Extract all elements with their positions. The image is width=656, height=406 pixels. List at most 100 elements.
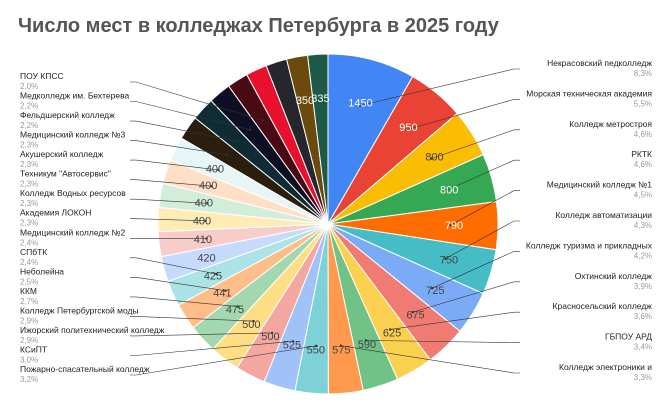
- slice-label-колледж-туризма-и-прикладных: Колледж туризма и прикладных: [526, 240, 653, 250]
- leader-line-10: [365, 340, 520, 343]
- slice-label-колледж-автоматизации: Колледж автоматизации: [555, 210, 652, 220]
- slice-label-техникум-автосервис: Техникум "Автосервис": [20, 169, 111, 179]
- leader-dot-14: [270, 331, 274, 335]
- leader-line-28: [130, 81, 263, 121]
- leader-dot-25: [225, 153, 229, 156]
- slice-percent-техникум-автосервис: 2,3%: [20, 180, 38, 189]
- leader-dot-5: [449, 224, 452, 227]
- leader-line-14: [130, 332, 273, 337]
- slice-percent-медицинский-колледж-3: 2,3%: [20, 141, 38, 150]
- slice-percent-ижорский-политехнический-колледж: 2,9%: [20, 336, 38, 345]
- leader-dot-13: [291, 340, 295, 343]
- slice-label-некрасовский-педколледж: Некрасовский педколледж: [547, 58, 652, 68]
- leader-dot-26: [236, 140, 239, 143]
- slice-percent-поу-кпсс: 2,0%: [20, 82, 38, 91]
- slice-percent-рктк: 4,6%: [634, 160, 652, 169]
- slice-label-охтинский-колледж: Охтинский колледж: [575, 271, 653, 281]
- slice-percent-медицинский-колледж-1: 4,5%: [634, 191, 652, 200]
- leader-line-4: [445, 159, 520, 191]
- slice-label-поу-кпсс: ПОУ КПСС: [20, 71, 64, 81]
- data-label-19: 420: [197, 253, 215, 265]
- data-label-4: 800: [440, 185, 458, 197]
- data-label-31: 350: [296, 95, 314, 107]
- slice-label-медицинский-колледж-3: Медицинский колледж №3: [20, 130, 126, 140]
- leader-dot-2: [404, 128, 408, 131]
- leader-dot-28: [261, 119, 265, 122]
- data-label-15: 500: [242, 319, 260, 331]
- slice-percent-медколледж-им-бехтерева: 2,2%: [20, 102, 38, 111]
- slice-percent-колледж-водных-ресурсов: 2,3%: [20, 199, 38, 208]
- leader-line-8: [412, 281, 520, 313]
- slice-label-пожарно-спасательный-колледж: Пожарно-спасательный колледж: [20, 364, 150, 374]
- slice-label-гбпоу-ард: ГБПОУ АРД: [605, 332, 652, 342]
- data-label-5: 790: [445, 220, 463, 232]
- leader-line-26: [130, 120, 238, 142]
- data-label-11: 575: [332, 344, 350, 356]
- slice-label-красносельский-колледж: Красносельский колледж: [553, 301, 653, 311]
- leader-dot-24: [217, 168, 220, 172]
- leader-line-11: [340, 345, 520, 374]
- leader-line-1: [359, 68, 520, 106]
- slice-percent-красносельский-колледж: 3,6%: [634, 312, 652, 321]
- leader-dot-8: [411, 310, 415, 314]
- leader-dot-27: [248, 128, 252, 131]
- slice-label-медколледж-им-бехтерева: Медколледж им. Бехтерева: [20, 91, 129, 101]
- leader-dot-6: [444, 257, 447, 260]
- leader-line-17: [130, 277, 226, 291]
- leader-dot-7: [431, 287, 434, 290]
- slice-percent-фельдшерский-колледж: 2,2%: [20, 121, 38, 130]
- data-label-6: 750: [440, 255, 458, 267]
- slice-label-ксипт: КСиПТ: [20, 345, 47, 355]
- leader-line-7: [432, 251, 520, 289]
- data-label-18: 425: [204, 271, 222, 283]
- data-label-17: 441: [213, 288, 231, 300]
- data-label-14: 500: [261, 331, 279, 343]
- slice-label-рктк: РКТК: [631, 149, 652, 159]
- data-label-3: 800: [425, 152, 443, 164]
- slice-label-медицинский-колледж-2: Медицинский колледж №2: [20, 227, 126, 237]
- slice-percent-пожарно-спасательный-колледж: 3,2%: [20, 375, 38, 384]
- leader-line-3: [431, 129, 520, 159]
- leader-dot-21: [204, 219, 207, 222]
- slice-percent-спбтк: 2,4%: [20, 258, 38, 267]
- slice-percent-академия-локон: 2,3%: [20, 219, 38, 228]
- leader-line-21: [130, 218, 206, 222]
- slice-label-колледж-электроники-и: Колледж электроники и: [559, 362, 652, 372]
- leader-line-12: [130, 345, 317, 376]
- leader-dot-1: [358, 104, 361, 107]
- data-label-12: 550: [307, 344, 325, 356]
- data-label-13: 525: [283, 340, 301, 352]
- slice-percent-колледж-автоматизации: 4,3%: [634, 221, 652, 230]
- slice-label-колледж-водных-ресурсов: Колледж Водных ресурсов: [20, 188, 126, 198]
- slice-label-неболейна: Неболейна: [20, 266, 64, 276]
- slice-label-спбтк: СПбТК: [20, 247, 47, 257]
- leader-line-23: [130, 179, 212, 187]
- data-label-10: 590: [358, 339, 376, 351]
- leader-dot-20: [205, 237, 208, 240]
- leader-dot-16: [236, 305, 239, 308]
- data-label-1: 1450: [348, 97, 372, 109]
- slice-percent-колледж-электроники-и: 3,3%: [634, 373, 652, 382]
- leader-line-13: [130, 341, 294, 356]
- slice-label-ижорский-политехнический-колледж: Ижорский политехнический колледж: [20, 325, 165, 335]
- slice-label-морская-техническая-академия: Морская техническая академия: [526, 88, 652, 98]
- data-label-21: 400: [193, 216, 211, 228]
- slice-label-ккм: ККМ: [20, 286, 37, 296]
- slice-label-академия-локон: Академия ЛОКОН: [20, 208, 91, 218]
- slice-label-колледж-метростроя: Колледж метростроя: [569, 119, 652, 129]
- leader-line-27: [130, 101, 251, 130]
- leader-dot-11: [339, 344, 343, 347]
- leader-line-16: [130, 296, 238, 307]
- leader-line-24: [130, 159, 219, 171]
- leader-dot-3: [430, 157, 433, 160]
- leader-line-6: [445, 220, 520, 259]
- slice-label-акушерский-колледж: Акушерский колледж: [20, 149, 104, 159]
- slice-percent-охтинский-колледж: 3,9%: [634, 282, 652, 291]
- slice-percent-некрасовский-педколледж: 8,3%: [634, 69, 652, 78]
- data-label-16: 475: [226, 304, 244, 316]
- leader-dot-4: [444, 189, 447, 192]
- leader-dot-9: [389, 328, 392, 331]
- slice-percent-колледж-петербургской-моды: 2,9%: [20, 316, 38, 325]
- slice-label-фельдшерский-колледж: Фельдшерский колледж: [20, 110, 115, 120]
